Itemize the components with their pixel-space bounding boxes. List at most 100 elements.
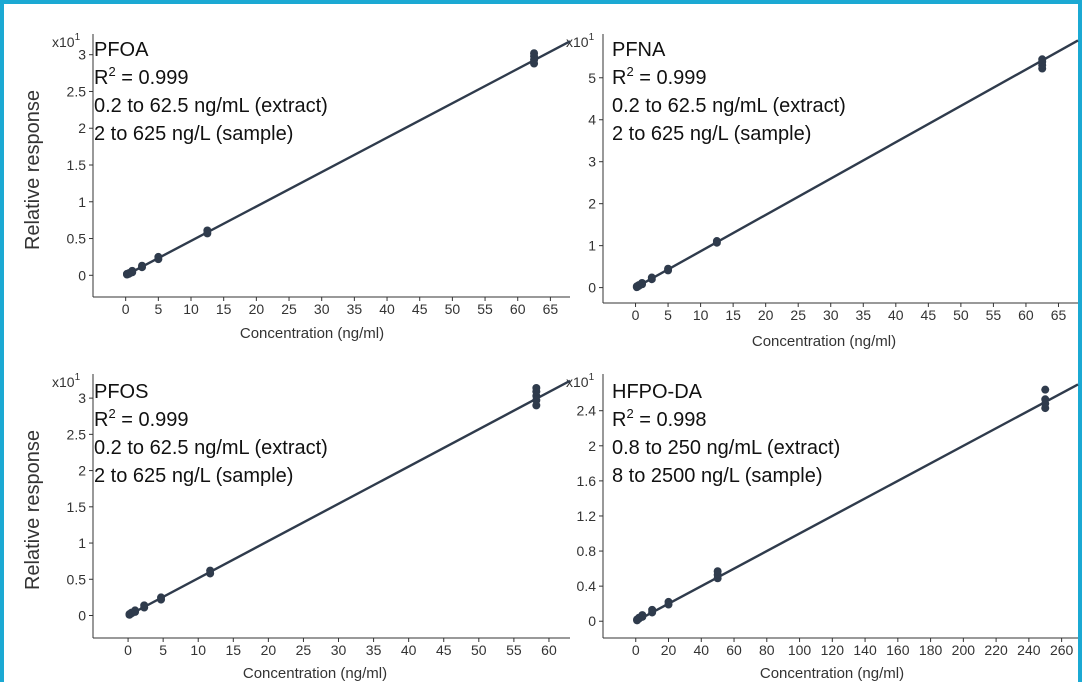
x-tick-label: 10 xyxy=(183,301,199,317)
x-tick-label: 50 xyxy=(445,301,461,317)
y-tick-label: 0 xyxy=(588,280,596,296)
annotation-block: PFOA R2 = 0.999 0.2 to 62.5 ng/mL (extra… xyxy=(94,39,328,145)
fit-line xyxy=(633,383,1079,624)
x-tick-label: 240 xyxy=(1017,642,1041,658)
chart-marks: 0 5 10 15 20 25 30 35 40 45 50 55 60 6500.511.522.530… xyxy=(67,34,1079,658)
extract-range-label: 0.2 to 62.5 ng/mL (extract) xyxy=(94,95,328,117)
data-point xyxy=(647,273,656,282)
data-point xyxy=(140,601,149,610)
x-tick-label: 60 xyxy=(510,301,526,317)
y-tick-label: 0.5 xyxy=(67,231,87,247)
x-tick-label: 120 xyxy=(821,642,845,658)
y-tick-label: 2.4 xyxy=(577,403,597,419)
data-point xyxy=(648,605,657,614)
data-point xyxy=(664,597,673,606)
sample-range-label: 2 to 625 ng/L (sample) xyxy=(612,123,811,145)
compound-name: PFOS xyxy=(94,381,148,403)
y-tick-label: 0.5 xyxy=(67,571,87,587)
x-tick-label: 0 xyxy=(632,642,640,658)
data-point xyxy=(664,264,673,273)
data-point xyxy=(1041,385,1050,394)
x-tick-label: 0 xyxy=(122,301,130,317)
x-tick-label: 35 xyxy=(855,307,871,323)
data-point xyxy=(532,383,541,392)
data-point xyxy=(203,226,212,235)
x-tick-label: 50 xyxy=(471,642,487,658)
r-squared-label: R2 = 0.999 xyxy=(94,406,189,431)
r-squared-label: R2 = 0.999 xyxy=(94,64,189,89)
y-tick-label: 1 xyxy=(588,238,596,254)
x-tick-label: 60 xyxy=(1018,307,1034,323)
y-tick-label: 2 xyxy=(78,120,86,136)
fit-line xyxy=(633,39,1079,290)
r-squared-label: R2 = 0.998 xyxy=(612,406,707,431)
sample-range-label: 8 to 2500 ng/L (sample) xyxy=(612,465,823,487)
x-tick-label: 25 xyxy=(281,301,297,317)
fit-line xyxy=(123,40,571,278)
x-tick-label: 40 xyxy=(379,301,395,317)
y-tick-label: 0 xyxy=(78,608,86,624)
x-tick-label: 160 xyxy=(886,642,910,658)
x-tick-label: 180 xyxy=(919,642,943,658)
x-tick-label: 30 xyxy=(823,307,839,323)
x-tick-label: 10 xyxy=(693,307,709,323)
data-point xyxy=(1038,55,1047,64)
x-tick-label: 40 xyxy=(401,642,417,658)
x-axis-title: Concentration (ng/ml) xyxy=(760,665,904,682)
x-tick-label: 220 xyxy=(984,642,1008,658)
y-tick-label: 3 xyxy=(78,390,86,406)
x-tick-label: 25 xyxy=(296,642,312,658)
annotation-block: PFOS R2 = 0.999 0.2 to 62.5 ng/mL (extra… xyxy=(94,381,328,487)
x-tick-label: 30 xyxy=(331,642,347,658)
data-point xyxy=(712,237,721,246)
x-tick-label: 35 xyxy=(347,301,363,317)
compound-name: HFPO-DA xyxy=(612,381,703,403)
x-tick-label: 40 xyxy=(693,642,709,658)
x-tick-label: 55 xyxy=(986,307,1002,323)
data-point xyxy=(638,278,647,287)
data-point xyxy=(713,567,722,576)
sample-range-label: 2 to 625 ng/L (sample) xyxy=(94,465,293,487)
compound-name: PFOA xyxy=(94,39,149,61)
y-axis-title: Relative response xyxy=(22,90,44,250)
y-tick-label: 4 xyxy=(588,112,596,128)
plot-marks-pfos: 0 5 10 15 20 25 30 35 40 45 50 55 60 0 0.5 1 1.5 2 2.5 3 xyxy=(67,374,571,658)
y-tick-label: 0.8 xyxy=(577,543,597,559)
y-exponent-label: x101 xyxy=(52,372,81,390)
y-tick-label: 3 xyxy=(588,154,596,170)
extract-range-label: 0.2 to 62.5 ng/mL (extract) xyxy=(612,95,846,117)
extract-range-label: 0.2 to 62.5 ng/mL (extract) xyxy=(94,437,328,459)
fit-line xyxy=(125,379,571,618)
x-tick-label: 20 xyxy=(261,642,277,658)
x-tick-label: 55 xyxy=(506,642,522,658)
x-tick-label: 40 xyxy=(888,307,904,323)
x-tick-label: 5 xyxy=(159,642,167,658)
data-point xyxy=(138,261,147,270)
x-tick-label: 65 xyxy=(1051,307,1067,323)
x-tick-label: 20 xyxy=(249,301,265,317)
x-tick-label: 50 xyxy=(953,307,969,323)
y-tick-label: 0 xyxy=(588,613,596,629)
y-tick-label: 2.5 xyxy=(67,426,87,442)
x-tick-label: 30 xyxy=(314,301,330,317)
plot-marks-pfoa: 0 5 10 15 20 25 30 35 40 45 50 55 60 65 0 0.5 1 1.5 2 2.5 3 xyxy=(67,34,571,317)
y-axis-title: Relative response xyxy=(22,430,44,590)
compound-name: PFNA xyxy=(612,39,666,61)
y-exponent-label: x101 xyxy=(52,32,81,50)
x-tick-label: 200 xyxy=(952,642,976,658)
x-tick-label: 5 xyxy=(664,307,672,323)
x-tick-label: 60 xyxy=(726,642,742,658)
chart-panel-pfoa: Relative response x101 PFOA R2 = 0.999 0… xyxy=(22,32,384,342)
x-tick-label: 60 xyxy=(541,642,557,658)
y-tick-label: 2 xyxy=(588,196,596,212)
r-squared-label: R2 = 0.999 xyxy=(612,64,707,89)
y-tick-label: 1.5 xyxy=(67,499,87,515)
y-tick-label: 3 xyxy=(78,47,86,63)
y-exponent-label: x101 xyxy=(566,32,595,50)
y-tick-label: 2.5 xyxy=(67,83,87,99)
chart-panel-pfna: x101 PFNA R2 = 0.999 0.2 to 62.5 ng/mL (… xyxy=(566,32,896,350)
extract-range-label: 0.8 to 250 ng/mL (extract) xyxy=(612,437,840,459)
data-point xyxy=(128,266,137,275)
y-tick-label: 0.4 xyxy=(577,578,597,594)
